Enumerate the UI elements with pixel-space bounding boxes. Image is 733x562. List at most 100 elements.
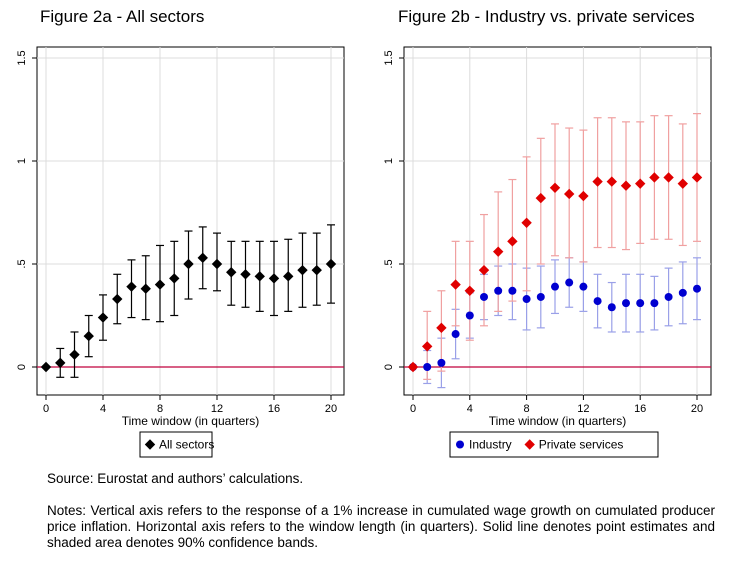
data-point-industry [622,299,630,308]
data-point-all-sectors [226,267,237,278]
data-point-industry [693,284,701,293]
data-point-all-sectors [169,273,180,284]
data-point-private-services [635,178,646,189]
figure-2b-title: Figure 2b - Industry vs. private service… [398,7,695,26]
data-point-all-sectors [254,271,265,282]
data-point-private-services [564,188,575,200]
plot-frame [36,46,345,396]
data-point-private-services [691,172,703,183]
data-point-all-sectors [183,258,194,270]
x-tick-label: 16 [268,403,280,415]
x-tick-label: 20 [325,403,337,415]
y-tick-label: 1 [383,158,395,164]
data-point-industry [536,292,545,301]
chart-panel-a: 0 .5 1 1.5 0 4 8 12 16 20 Time window (in quarters… [16,46,345,458]
data-point-private-services [677,178,688,189]
data-point-industry [465,311,474,320]
data-point-industry [508,286,517,295]
legend-marker-private-services [524,439,535,450]
legend: All sectors [139,431,214,458]
data-point-all-sectors [240,269,251,280]
x-tick-label: 8 [524,403,530,415]
data-point-all-sectors [97,312,109,323]
y-tick-label: 1.5 [16,50,28,65]
data-point-private-services [521,217,532,228]
data-point-industry [593,297,602,306]
y-tick-label: 0 [383,364,395,370]
y-tick-label: 0 [16,364,28,370]
plot-frame [403,46,712,396]
x-tick-label: 12 [577,403,589,415]
data-point-private-services [478,264,490,276]
data-point-industry [494,286,503,295]
series-points-all-sectors [40,252,337,373]
x-tick-label: 8 [157,403,163,415]
data-point-all-sectors [297,264,308,276]
data-point-industry [650,299,659,308]
y-tick-label: 1 [16,158,28,164]
data-point-private-services [436,322,447,334]
source-note: Source: Eurostat and authors’ calculatio… [47,471,304,486]
data-point-all-sectors [154,279,166,290]
data-point-all-sectors [325,258,337,270]
y-tick-label: .5 [383,259,395,268]
data-point-industry [423,363,432,371]
x-tick-label: 0 [43,403,49,415]
x-tick-label: 20 [691,403,703,415]
data-point-all-sectors [311,264,322,276]
legend-marker-all-sectors [144,439,156,450]
y-tick-label: .5 [16,259,28,268]
legend-marker-industry [456,440,464,449]
data-point-private-services [620,180,632,191]
data-point-private-services [549,182,561,193]
legend-label-all-sectors: All sectors [159,438,214,452]
data-point-industry [522,295,531,304]
data-point-industry [480,292,488,301]
x-tick-label: 12 [211,403,223,415]
x-tick-label: 4 [100,403,106,415]
data-point-all-sectors [112,293,123,305]
data-point-all-sectors [55,357,66,369]
notes-paragraph: Notes: Vertical axis refers to the respo… [47,503,715,550]
x-tick-label: 16 [634,403,646,415]
data-point-industry [678,288,687,297]
data-point-industry [437,358,446,367]
data-point-all-sectors [283,271,294,282]
data-point-all-sectors [126,281,137,292]
legend: Industry Private services [449,431,659,458]
legend-label-industry: Industry [469,438,512,452]
legend-label-private-services: Private services [539,438,624,452]
legend-box [449,431,659,458]
data-point-industry [607,303,616,312]
data-point-industry [565,278,574,287]
y-tick-label: 1.5 [383,50,395,65]
x-tick-label: 4 [467,403,473,415]
data-point-private-services [649,172,660,183]
data-point-industry [551,282,559,291]
figure-2a-title: Figure 2a - All sectors [40,7,205,26]
data-point-private-services [663,172,674,183]
data-point-industry [451,330,460,339]
data-point-all-sectors [40,361,52,373]
data-point-private-services [592,176,603,187]
data-point-private-services [422,341,433,352]
data-point-private-services [507,236,518,247]
data-point-private-services [493,246,504,257]
data-point-all-sectors [268,273,280,284]
data-point-private-services [578,190,589,202]
data-point-industry [579,282,588,291]
data-point-all-sectors [197,252,208,264]
data-point-private-services [407,361,419,373]
x-tick-label: 0 [410,403,416,415]
data-point-private-services [450,279,461,290]
x-axis-title: Time window (in quarters) [122,414,260,428]
data-point-private-services [535,192,546,204]
data-point-private-services [606,176,617,187]
data-point-private-services [464,285,475,296]
chart-panel-b: 0 .5 1 1.5 0 4 8 12 16 20 Time window (in quarters… [383,46,712,458]
data-point-all-sectors [211,258,223,270]
series-points-private-services [407,172,703,373]
data-point-all-sectors [69,349,80,360]
data-point-industry [664,292,673,301]
